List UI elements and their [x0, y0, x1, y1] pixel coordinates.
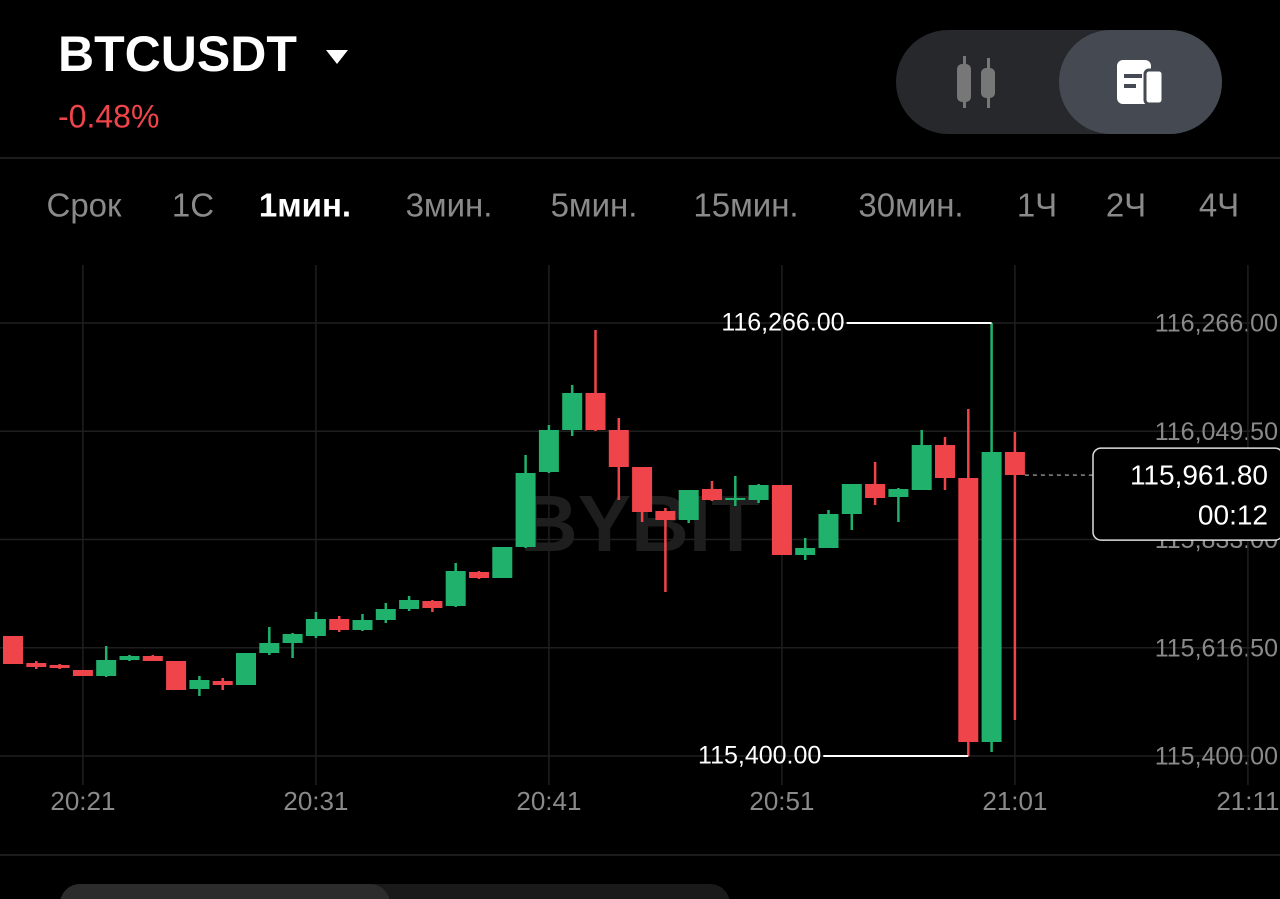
- candle-body: [678, 490, 699, 520]
- price-change: -0.48%: [58, 98, 159, 134]
- candle-body: [795, 548, 816, 555]
- candle-body: [142, 656, 163, 661]
- y-tick-label: 115,400.00: [1155, 743, 1278, 771]
- candle-body: [981, 452, 1002, 742]
- candle-body: [329, 619, 350, 630]
- timeframe-tab[interactable]: Срок: [47, 187, 123, 224]
- candle-body: [538, 430, 559, 472]
- candle-body: [72, 670, 93, 676]
- candle-body: [96, 660, 117, 676]
- timeframe-tab[interactable]: 5мин.: [551, 187, 638, 224]
- candle-body: [236, 653, 256, 685]
- candle-body: [469, 572, 489, 578]
- candle-body: [841, 484, 862, 514]
- candle-body: [445, 571, 466, 606]
- timeframe-tab[interactable]: 2Ч: [1106, 187, 1146, 224]
- candle-body: [865, 484, 886, 498]
- candle-body: [1004, 452, 1025, 475]
- timeframe-tab[interactable]: 4Ч: [1199, 187, 1239, 224]
- timeframe-tab[interactable]: 15мин.: [693, 187, 798, 224]
- y-tick-label: 115,616.50: [1155, 634, 1278, 662]
- candle-body: [3, 636, 23, 664]
- candle-body: [608, 430, 629, 467]
- candles-icon[interactable]: [957, 56, 995, 108]
- y-tick-label: 116,049.50: [1155, 418, 1278, 446]
- timeframe-tab[interactable]: 1С: [172, 187, 214, 224]
- candle-body: [935, 445, 955, 478]
- candle-body: [399, 600, 420, 609]
- candle-body: [26, 663, 47, 667]
- candle-body: [166, 661, 187, 690]
- candle-body: [748, 485, 769, 500]
- candle-body: [282, 634, 303, 643]
- candle-body: [189, 680, 210, 689]
- bottom-tab-active[interactable]: [60, 884, 390, 899]
- candle-body: [911, 445, 932, 490]
- countdown: 00:12: [1198, 499, 1268, 530]
- info-icon[interactable]: [1117, 60, 1165, 106]
- candle-body: [352, 620, 373, 630]
- dropdown-arrow[interactable]: [326, 50, 348, 64]
- candle-body: [212, 681, 233, 685]
- candle-body: [888, 489, 909, 497]
- candle-body: [562, 393, 583, 430]
- x-tick-label: 20:51: [749, 786, 814, 816]
- candle-body: [422, 601, 443, 608]
- timeframe-tab[interactable]: 30мин.: [858, 187, 963, 224]
- timeframe-tab[interactable]: 3мин.: [406, 187, 493, 224]
- candle-body: [585, 393, 606, 430]
- y-tick-label: 116,266.00: [1155, 310, 1278, 338]
- candle-body: [818, 514, 839, 548]
- candle-body: [958, 478, 979, 742]
- x-tick-label: 21:01: [982, 786, 1047, 816]
- last-price-box: [1092, 447, 1280, 541]
- x-tick-label: 21:11: [1216, 786, 1279, 816]
- extreme-label: 116,266.00: [721, 309, 844, 337]
- candle-body: [515, 473, 536, 547]
- last-price-label: 115,961.80: [1130, 459, 1268, 490]
- candle-body: [492, 547, 513, 578]
- candle-body: [725, 498, 746, 500]
- candle-body: [375, 609, 396, 620]
- candle-body: [632, 467, 653, 512]
- x-tick-label: 20:31: [283, 786, 348, 816]
- x-tick-label: 20:41: [516, 786, 581, 816]
- timeframe-tab[interactable]: 1Ч: [1017, 187, 1057, 224]
- timeframe-tab[interactable]: 1мин.: [259, 187, 351, 224]
- candle-body: [119, 656, 140, 660]
- extreme-label: 115,400.00: [698, 742, 821, 770]
- symbol[interactable]: BTCUSDT: [58, 26, 297, 82]
- candle-body: [771, 485, 792, 555]
- candle-body: [49, 665, 70, 668]
- candle-body: [305, 619, 326, 636]
- candle-body: [702, 489, 722, 500]
- candle-body: [655, 511, 676, 520]
- x-tick-label: 20:21: [50, 786, 115, 816]
- candle-body: [259, 643, 280, 653]
